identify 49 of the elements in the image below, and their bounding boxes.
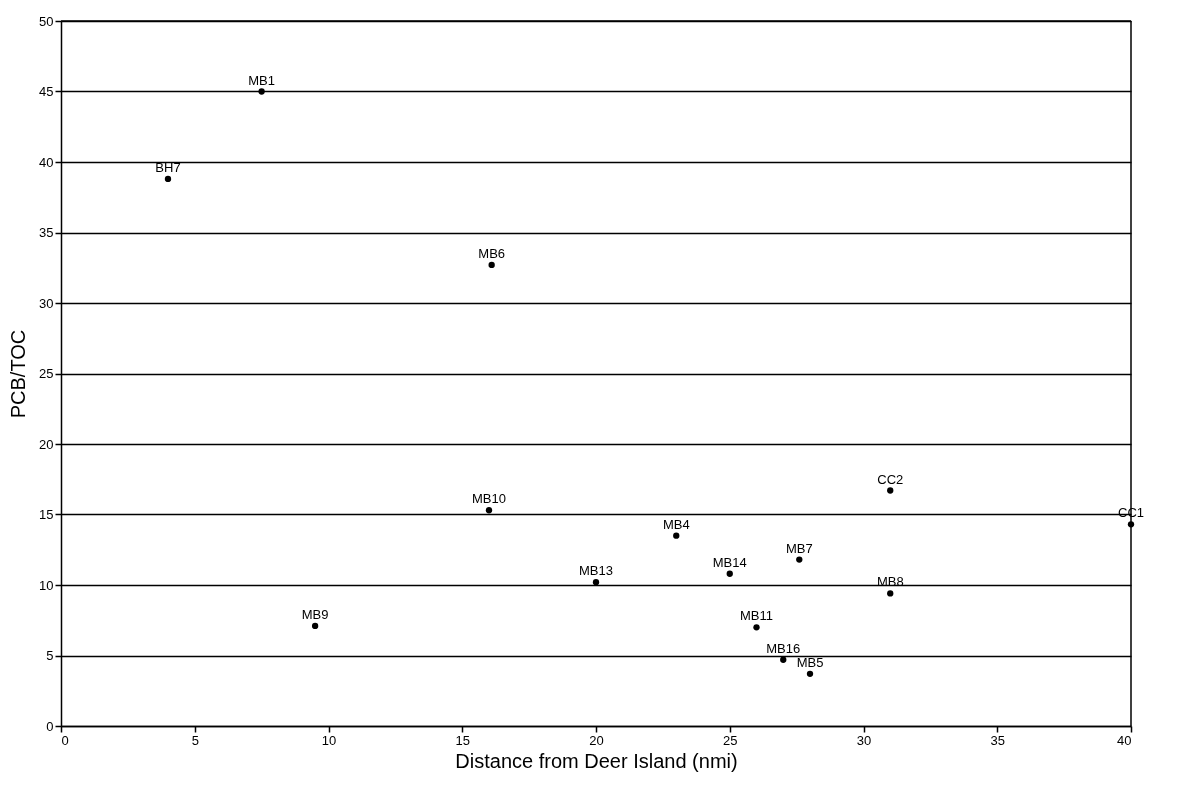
annotation: MB1 xyxy=(248,72,275,88)
annotation: MB13 xyxy=(579,563,613,579)
x-axis-title: Distance from Deer Island (nmi) xyxy=(455,749,738,772)
y-tick-label: 25 xyxy=(39,366,54,381)
y-tick-label: 40 xyxy=(39,154,54,170)
y-tick-label: 10 xyxy=(39,577,54,593)
point xyxy=(796,556,803,563)
point xyxy=(311,622,319,630)
annotation: MB6 xyxy=(478,245,506,261)
y-tick-label: 15 xyxy=(39,507,54,522)
point xyxy=(780,656,787,663)
x-tick-label: 25 xyxy=(723,732,738,748)
x-tick-label: 15 xyxy=(455,732,470,748)
annotation: MB14 xyxy=(712,554,747,570)
annotation: CC2 xyxy=(877,471,904,487)
annotation: MB4 xyxy=(662,516,690,532)
point xyxy=(488,261,495,269)
y-axis-title: PCB/TOC xyxy=(7,329,30,419)
x-tick-label: 0 xyxy=(61,732,69,748)
point xyxy=(164,175,172,183)
x-tick-label: 5 xyxy=(191,732,199,748)
point xyxy=(258,88,265,95)
x-tick-label: 40 xyxy=(1117,732,1132,748)
x-tick-label: 10 xyxy=(321,732,337,748)
y-tick-label: 5 xyxy=(46,648,54,663)
point xyxy=(806,670,814,677)
y-tick-label: 20 xyxy=(39,436,54,452)
y-tick-label: 50 xyxy=(39,13,54,29)
annotation: MB16 xyxy=(766,640,801,656)
point xyxy=(887,590,894,597)
annotation: MB5 xyxy=(796,654,824,670)
point xyxy=(592,579,600,586)
point xyxy=(485,507,493,514)
point xyxy=(753,624,760,631)
annotation: MB10 xyxy=(472,491,506,507)
y-tick-label: 45 xyxy=(39,84,54,99)
annotation: MB7 xyxy=(785,540,813,556)
point xyxy=(887,487,894,494)
y-tick-label: 35 xyxy=(39,225,54,240)
x-tick-label: 35 xyxy=(990,732,1005,748)
annotation: MB9 xyxy=(301,606,329,622)
x-tick-label: 30 xyxy=(856,732,872,748)
y-tick-label: 30 xyxy=(39,295,54,311)
point xyxy=(673,532,680,539)
x-tick-label: 20 xyxy=(589,732,604,748)
annotation: MB11 xyxy=(740,608,773,624)
point xyxy=(726,570,733,577)
y-tick-label: 0 xyxy=(46,718,54,734)
annotation: BH7 xyxy=(155,159,181,175)
